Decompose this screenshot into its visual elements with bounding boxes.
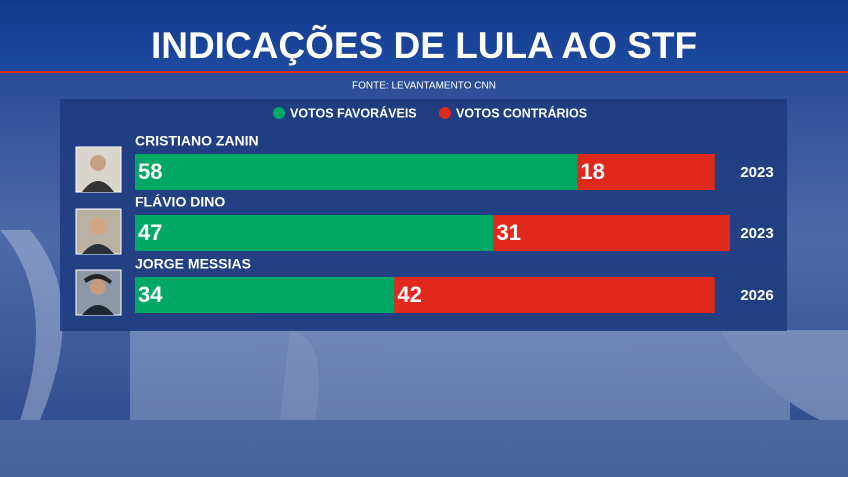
building (0, 230, 848, 477)
bar-segment (394, 277, 715, 313)
bar-segment (135, 277, 395, 313)
title-band (0, 0, 848, 72)
legend-label: VOTOS CONTRÁRIOS (456, 105, 587, 120)
title-rule (0, 71, 848, 73)
value-label: 42 (397, 282, 421, 307)
photos (75, 146, 122, 316)
legend-label: VOTOS FAVORÁVEIS (290, 105, 417, 120)
chart-title: INDICAÇÕES DE LULA AO STF (151, 24, 697, 66)
value-label: 47 (138, 220, 162, 245)
photo (75, 146, 122, 193)
value-label: 58 (138, 159, 162, 184)
year-label: 2023 (740, 164, 773, 181)
value-label: 34 (138, 282, 163, 307)
year-label: 2023 (740, 225, 773, 242)
bar-segment (135, 215, 494, 251)
year-label: 2026 (740, 287, 773, 304)
legend-swatch (273, 107, 285, 119)
category-label: CRISTIANO ZANIN (135, 133, 259, 149)
chart-subtitle: FONTE: LEVANTAMENTO CNN (352, 81, 496, 92)
category-label: FLÁVIO DINO (135, 194, 225, 210)
photo (75, 208, 122, 255)
value-label: 18 (580, 159, 604, 184)
bar-segment (135, 154, 578, 190)
value-label: 31 (497, 220, 521, 245)
bar-segment (493, 215, 730, 251)
category-label: JORGE MESSIAS (135, 256, 251, 272)
bar-segment (577, 154, 715, 190)
legend-swatch (439, 107, 451, 119)
photo (75, 269, 122, 316)
